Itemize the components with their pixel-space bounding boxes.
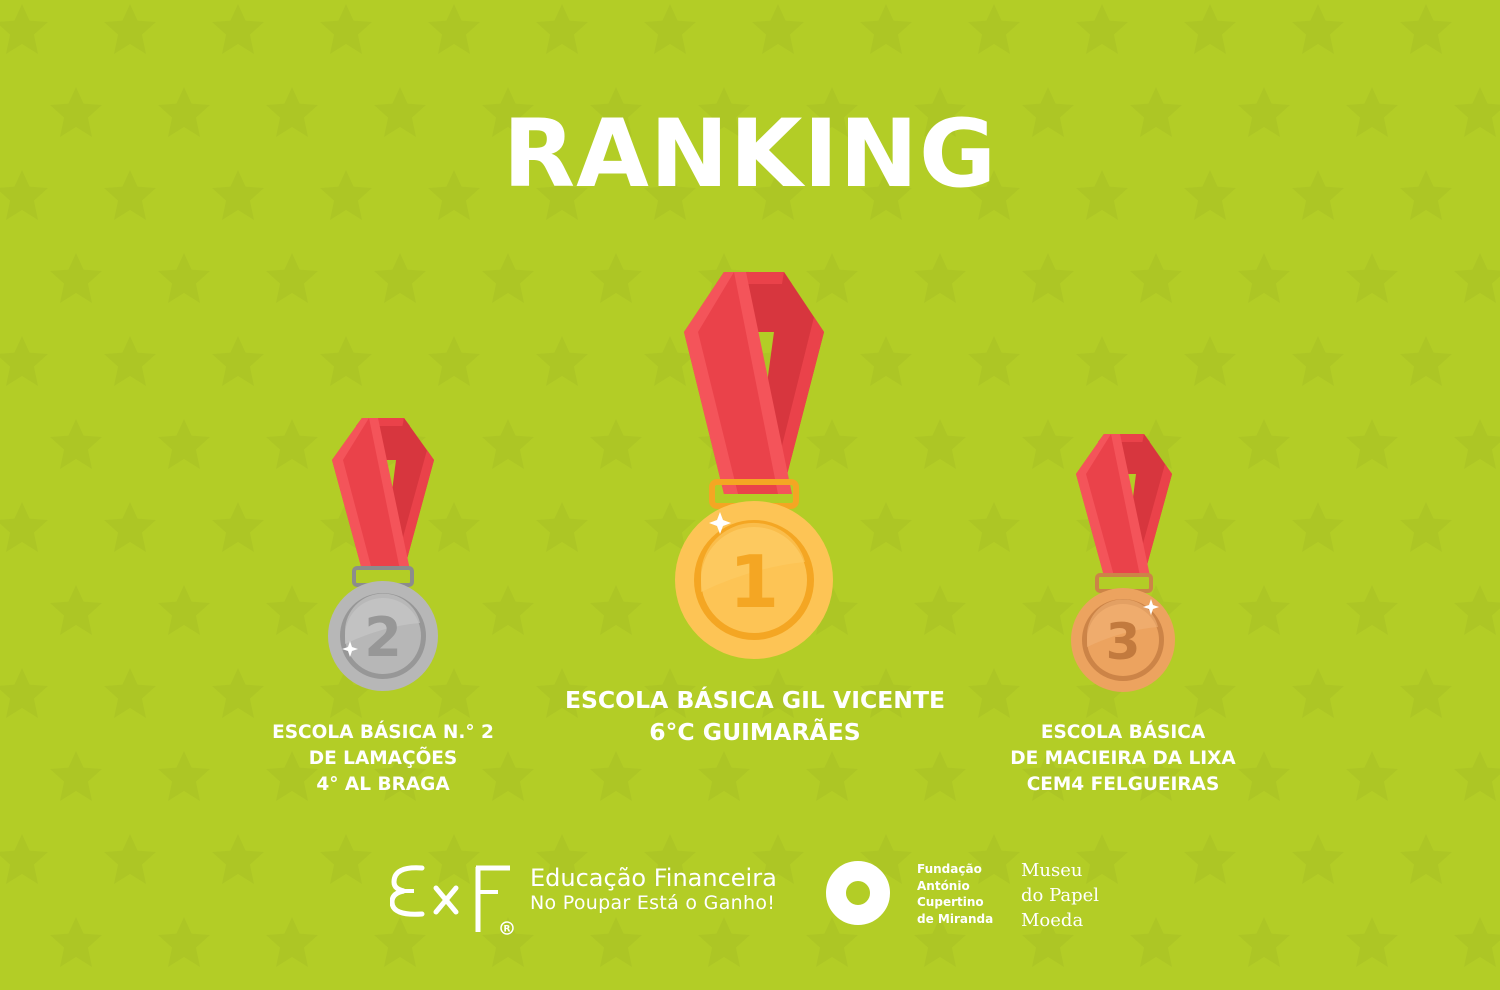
bronze-medal: 3 xyxy=(1070,434,1178,694)
svg-text:R: R xyxy=(504,925,511,935)
fundacao-logo xyxy=(826,861,890,925)
fundacao-line-4: de Miranda xyxy=(917,911,994,926)
second-place-line-2: DE LAMAÇÕES xyxy=(308,748,458,769)
second-place-line-3: 4° AL BRAGA xyxy=(316,774,450,795)
bronze-medal-icon: 3 xyxy=(1071,434,1175,692)
fundacao-line-3: Cupertino xyxy=(917,895,984,909)
ring-logo-icon xyxy=(826,861,890,925)
page-title: RANKING xyxy=(502,100,998,209)
fundacao-name: Fundação António Cupertino de Miranda xyxy=(917,861,993,927)
museu-line-2: do Papel xyxy=(1021,885,1100,906)
first-place-line-1: ESCOLA BÁSICA GIL VICENTE xyxy=(564,686,946,714)
exf-logo: R xyxy=(389,862,515,937)
museu-line-3: Moeda xyxy=(1021,910,1084,931)
museu-line-1: Museu xyxy=(1021,860,1083,881)
svg-text:1: 1 xyxy=(729,540,779,624)
third-place-line-2: DE MACIEIRA DA LIXA xyxy=(1010,748,1236,769)
gold-medal-icon: 1 xyxy=(675,272,833,659)
gold-medal: 1 xyxy=(674,272,834,687)
second-place-line-1: ESCOLA BÁSICA N.° 2 xyxy=(272,722,494,743)
svg-text:2: 2 xyxy=(364,606,402,669)
third-place-school: ESCOLA BÁSICA DE MACIEIRA DA LIXA CEM4 F… xyxy=(973,720,1273,798)
svg-text:3: 3 xyxy=(1106,613,1141,671)
silver-medal-icon: 2 xyxy=(328,418,438,691)
exf-tagline: Educação Financeira No Poupar Está o Gan… xyxy=(530,864,777,914)
fundacao-line-1: Fundação xyxy=(917,862,982,876)
museu-papel-moeda-logo: Museu do Papel Moeda xyxy=(1021,858,1099,933)
exf-title: Educação Financeira xyxy=(530,864,777,892)
exf-slogan: No Poupar Está o Ganho! xyxy=(530,892,776,914)
second-place-school: ESCOLA BÁSICA N.° 2 DE LAMAÇÕES 4° AL BR… xyxy=(233,720,533,798)
first-place-line-2: 6°C GUIMARÃES xyxy=(649,718,861,746)
silver-medal: 2 xyxy=(326,418,440,693)
exf-logo-icon: R xyxy=(389,865,514,935)
third-place-line-1: ESCOLA BÁSICA xyxy=(1040,722,1206,743)
fundacao-line-2: António xyxy=(917,878,970,893)
first-place-school: ESCOLA BÁSICA GIL VICENTE 6°C GUIMARÃES xyxy=(500,684,1010,748)
third-place-line-3: CEM4 FELGUEIRAS xyxy=(1026,774,1220,795)
